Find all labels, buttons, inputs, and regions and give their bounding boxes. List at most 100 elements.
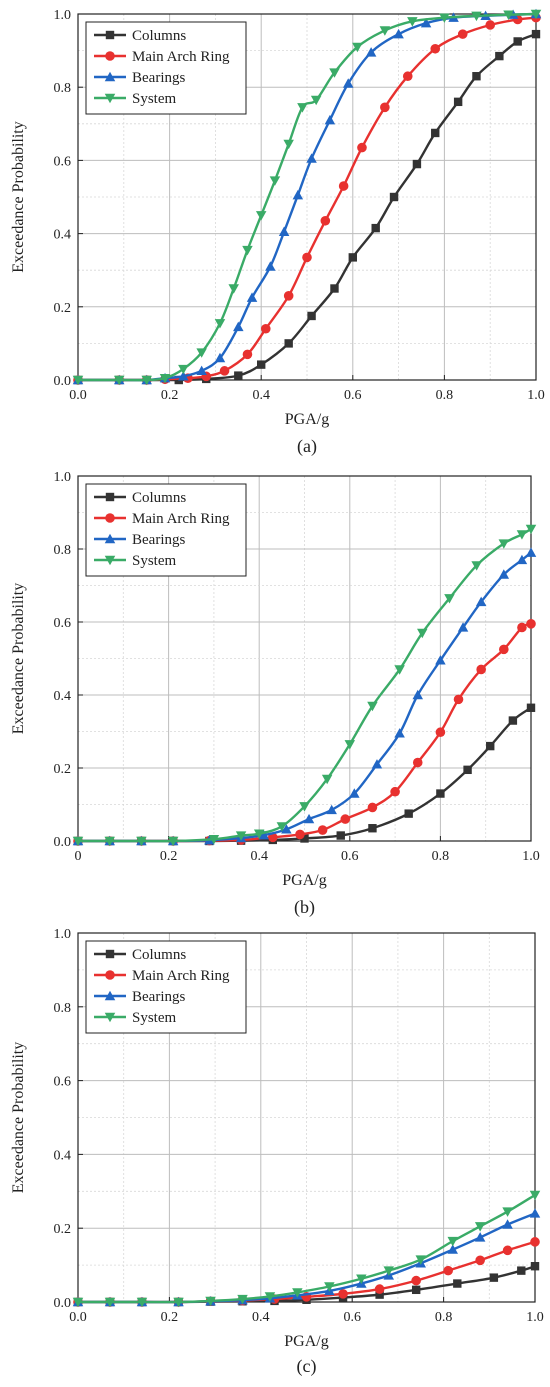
data-point (242, 245, 253, 256)
data-point (463, 765, 472, 775)
y-axis-label: Exceedance Probability (10, 1042, 27, 1194)
series-system (72, 1190, 541, 1308)
data-point (269, 176, 281, 186)
data-point (255, 211, 267, 221)
data-point (531, 29, 541, 39)
data-point (330, 284, 339, 293)
data-point (276, 822, 288, 832)
x-tick-label: 1.0 (527, 388, 545, 403)
legend: Columns Main Arch Ring Bearings System (85, 21, 247, 115)
y-tick-label: 0.6 (54, 1075, 72, 1090)
x-tick-label: 0.0 (69, 388, 87, 403)
data-point (371, 223, 380, 233)
data-point (357, 142, 367, 153)
data-point (407, 17, 418, 27)
x-tick-label: 0.2 (161, 1310, 179, 1325)
data-point (292, 1288, 303, 1298)
data-point (457, 29, 468, 39)
data-point (516, 554, 528, 565)
y-tick-label: 0.8 (54, 81, 72, 96)
data-point (336, 831, 345, 840)
data-point (297, 103, 308, 113)
series-system (72, 524, 537, 847)
data-point (430, 43, 441, 54)
data-point (516, 530, 528, 540)
data-point (324, 1282, 335, 1292)
data-point (292, 189, 304, 200)
data-point (375, 1290, 384, 1299)
series-line (77, 1193, 536, 1304)
data-point (348, 253, 357, 262)
data-point (104, 1297, 116, 1308)
y-tick-label: 0.0 (54, 1296, 72, 1311)
data-point (72, 836, 84, 847)
data-point (457, 622, 469, 632)
data-point (390, 786, 400, 797)
series-main-arch-ring (73, 1237, 540, 1307)
y-axis-label: Exceedance Probability (10, 121, 27, 273)
data-point (393, 28, 404, 39)
data-point (498, 539, 510, 549)
data-point (246, 292, 258, 302)
data-point (439, 13, 450, 23)
chart-panel-1: 0.0 0.2 0.4 0.6 0.8 1.0 0.0 0.2 0.4 0.6 0.8 1.0 PGA/… (10, 8, 545, 457)
data-point (529, 1208, 541, 1218)
data-point (402, 71, 413, 82)
data-point (453, 1279, 462, 1288)
legend-swatch-marker (105, 513, 115, 523)
data-point (443, 1265, 453, 1276)
data-point (420, 17, 432, 28)
legend-label: Bearings (132, 532, 185, 548)
data-point (474, 1222, 486, 1232)
x-tick-label: 0.8 (435, 1310, 453, 1325)
data-point (329, 68, 340, 78)
data-point (214, 319, 226, 329)
x-tick-label: 0.8 (436, 388, 454, 403)
data-point (495, 51, 504, 61)
data-point (317, 825, 328, 835)
data-point (234, 371, 243, 380)
data-point (472, 72, 481, 81)
data-point (404, 809, 413, 818)
data-point (379, 26, 391, 36)
data-point (310, 95, 322, 106)
data-point (380, 102, 390, 113)
data-point (436, 789, 445, 798)
data-point (235, 831, 247, 841)
x-tick-label: 0 (75, 849, 82, 864)
data-point (502, 1207, 513, 1217)
data-point (503, 10, 514, 20)
data-point (178, 371, 189, 381)
data-point (525, 524, 537, 535)
data-point (295, 829, 305, 840)
data-point (529, 1190, 541, 1201)
legend-label: Main Arch Ring (132, 49, 230, 65)
x-tick-label: 0.6 (343, 1310, 361, 1325)
data-point (412, 159, 422, 169)
data-point (471, 11, 482, 22)
data-point (300, 834, 309, 843)
legend-label: System (132, 91, 177, 107)
data-point (513, 37, 522, 46)
data-point (260, 323, 271, 334)
chart-panel-3: 0.0 0.2 0.4 0.6 0.8 1.0 0.0 0.2 0.4 0.6 0.8 1.0 PGA/… (10, 927, 544, 1377)
x-tick-label: 0.2 (160, 849, 178, 864)
data-point (417, 628, 428, 639)
data-point (306, 153, 317, 163)
data-point (489, 1273, 499, 1282)
data-point (530, 1262, 540, 1271)
data-point (485, 20, 496, 30)
data-point (475, 1255, 485, 1266)
data-point (389, 192, 399, 202)
x-tick-label: 0.0 (69, 1310, 87, 1325)
data-point (435, 727, 446, 738)
legend-label: Bearings (132, 989, 185, 1005)
data-point (167, 836, 179, 847)
data-point (525, 547, 537, 557)
legend-swatch-marker (105, 949, 115, 959)
data-point (253, 829, 265, 839)
data-point (471, 561, 482, 571)
data-point (517, 622, 527, 633)
data-point (307, 311, 316, 321)
